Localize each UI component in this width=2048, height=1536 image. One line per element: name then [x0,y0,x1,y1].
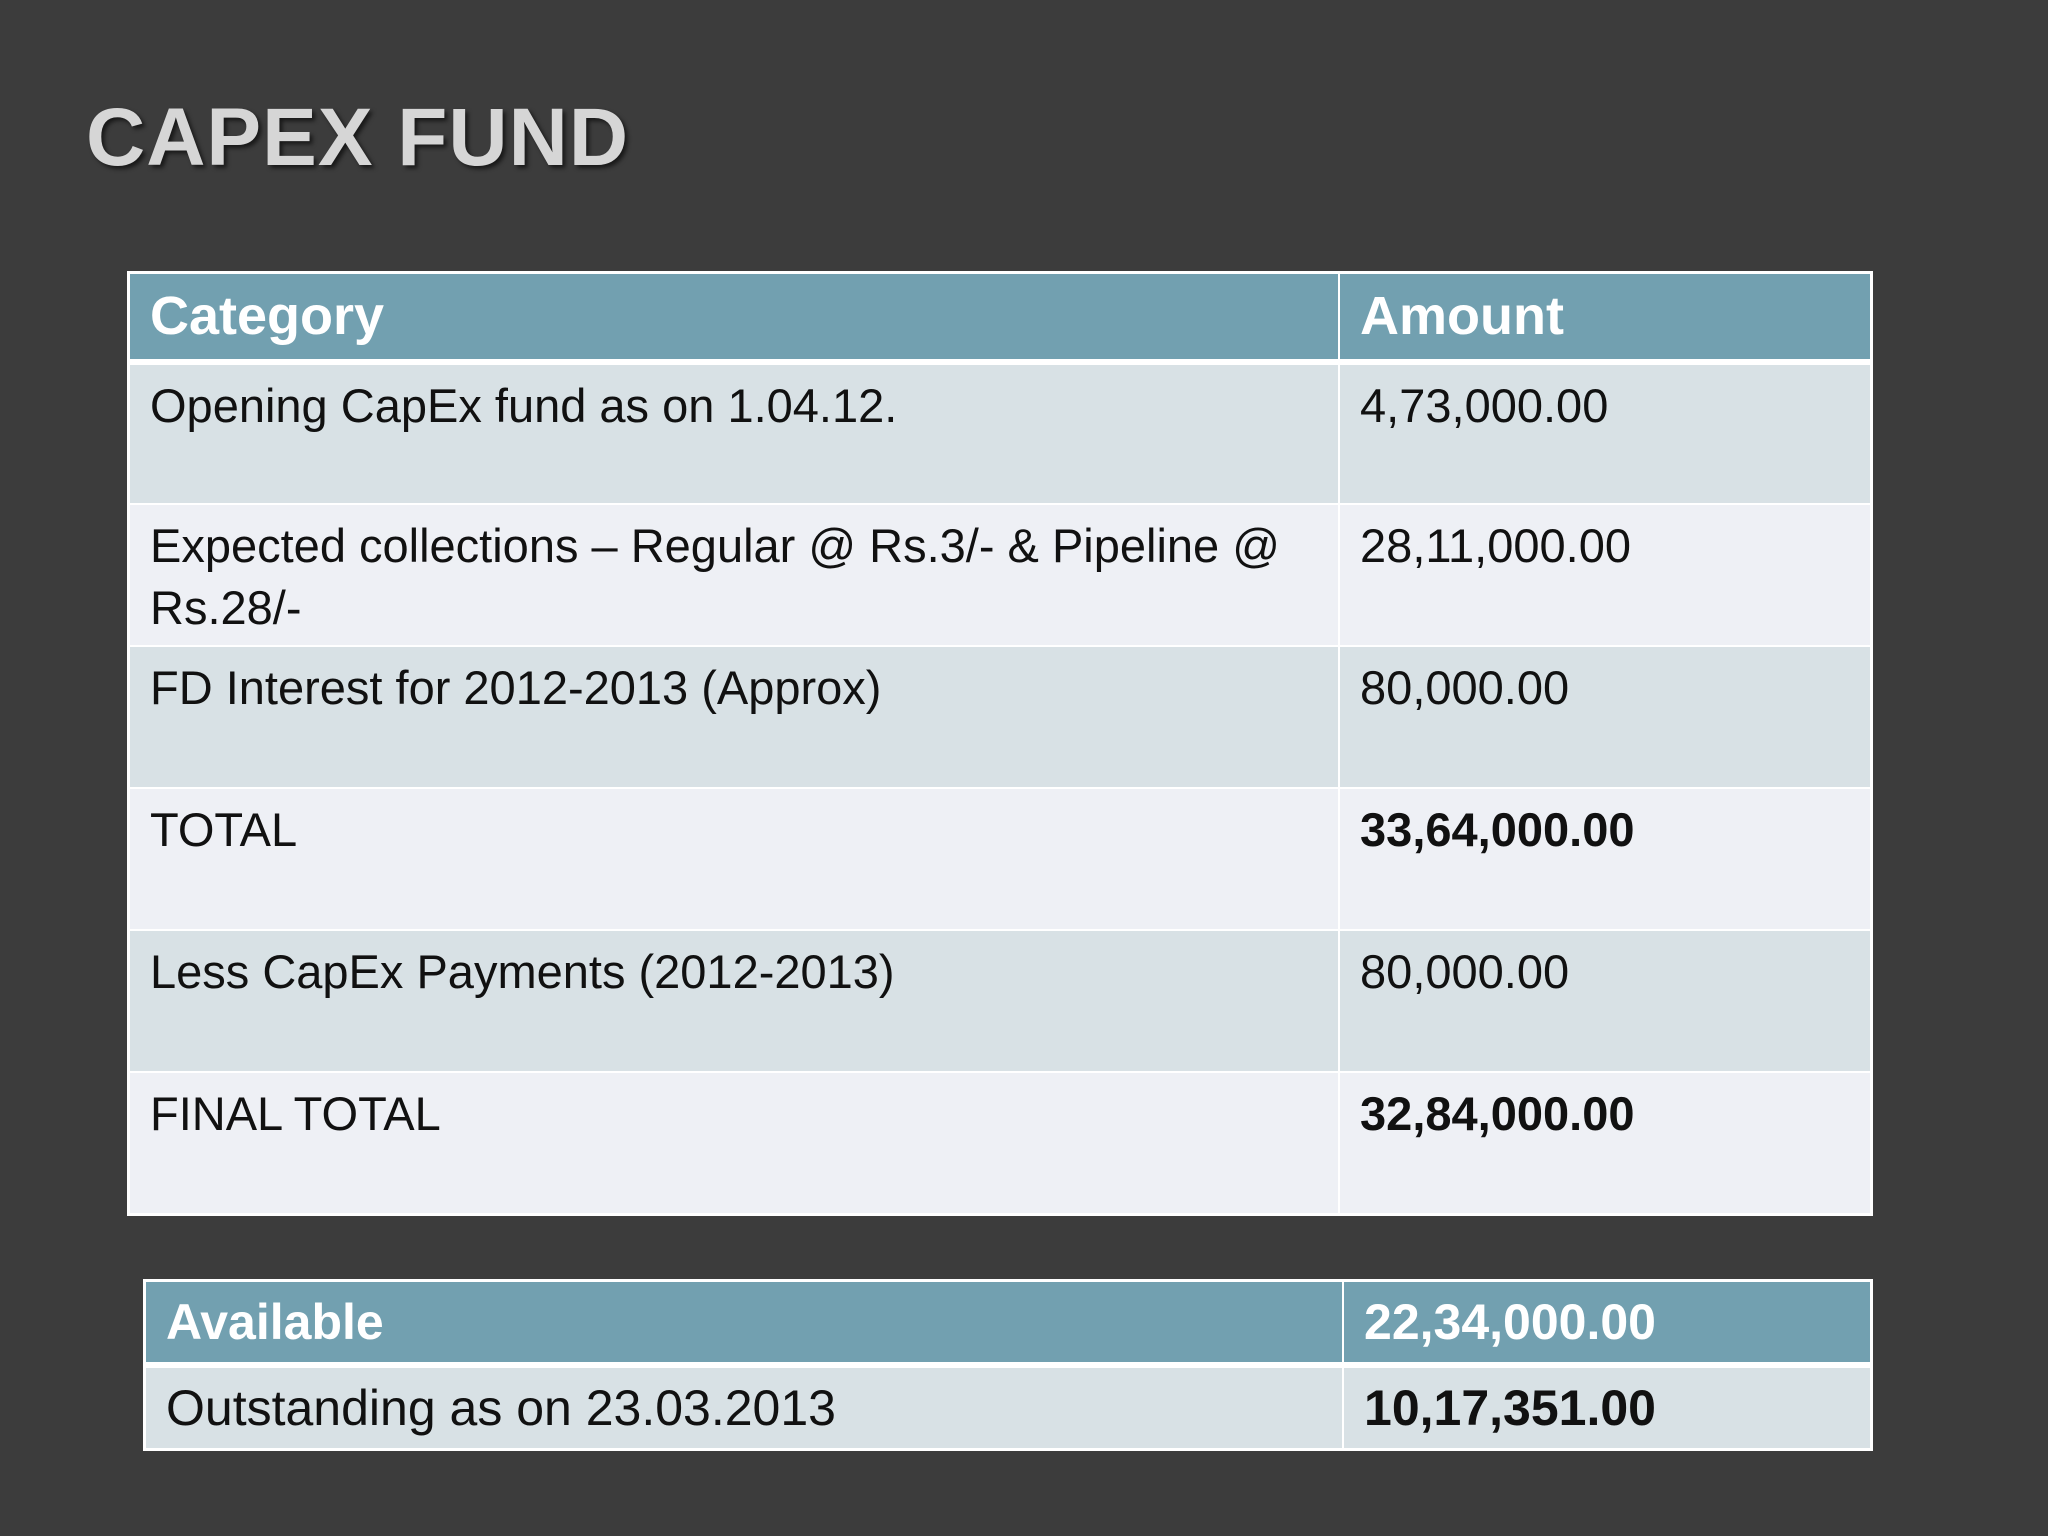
row-amount: 80,000.00 [1338,929,1873,1073]
table-row: Outstanding as on 23.03.2013 10,17,351.0… [143,1364,1873,1451]
summary-header-row: Available 22,34,000.00 [143,1279,1873,1368]
table-row: TOTAL 33,64,000.00 [127,787,1873,931]
column-header-category: Category [127,271,1341,365]
capex-fund-table: Category Amount Opening CapEx fund as on… [127,271,1873,1216]
row-amount: 4,73,000.00 [1338,361,1873,505]
row-category: Expected collections – Regular @ Rs.3/- … [127,503,1341,647]
column-header-amount: Amount [1338,271,1873,365]
available-amount: 22,34,000.00 [1342,1279,1873,1368]
table-row: FD Interest for 2012-2013 (Approx) 80,00… [127,645,1873,789]
row-category: FINAL TOTAL [127,1071,1341,1215]
outstanding-label: Outstanding as on 23.03.2013 [143,1364,1345,1451]
available-label: Available [143,1279,1345,1368]
table-header-row: Category Amount [127,271,1873,365]
table-row: Opening CapEx fund as on 1.04.12. 4,73,0… [127,361,1873,505]
total-amount: 33,64,000.00 [1338,787,1873,931]
slide-title: CAPEX FUND [86,92,630,183]
final-total-amount: 32,84,000.00 [1338,1071,1873,1215]
outstanding-amount: 10,17,351.00 [1342,1364,1873,1451]
row-amount: 80,000.00 [1338,645,1873,789]
row-category: TOTAL [127,787,1341,931]
table-row: Less CapEx Payments (2012-2013) 80,000.0… [127,929,1873,1073]
row-amount: 28,11,000.00 [1338,503,1873,647]
row-category: Opening CapEx fund as on 1.04.12. [127,361,1341,505]
summary-table: Available 22,34,000.00 Outstanding as on… [143,1279,1873,1451]
row-category: Less CapEx Payments (2012-2013) [127,929,1341,1073]
row-category: FD Interest for 2012-2013 (Approx) [127,645,1341,789]
table-row: FINAL TOTAL 32,84,000.00 [127,1071,1873,1215]
table-row: Expected collections – Regular @ Rs.3/- … [127,503,1873,647]
